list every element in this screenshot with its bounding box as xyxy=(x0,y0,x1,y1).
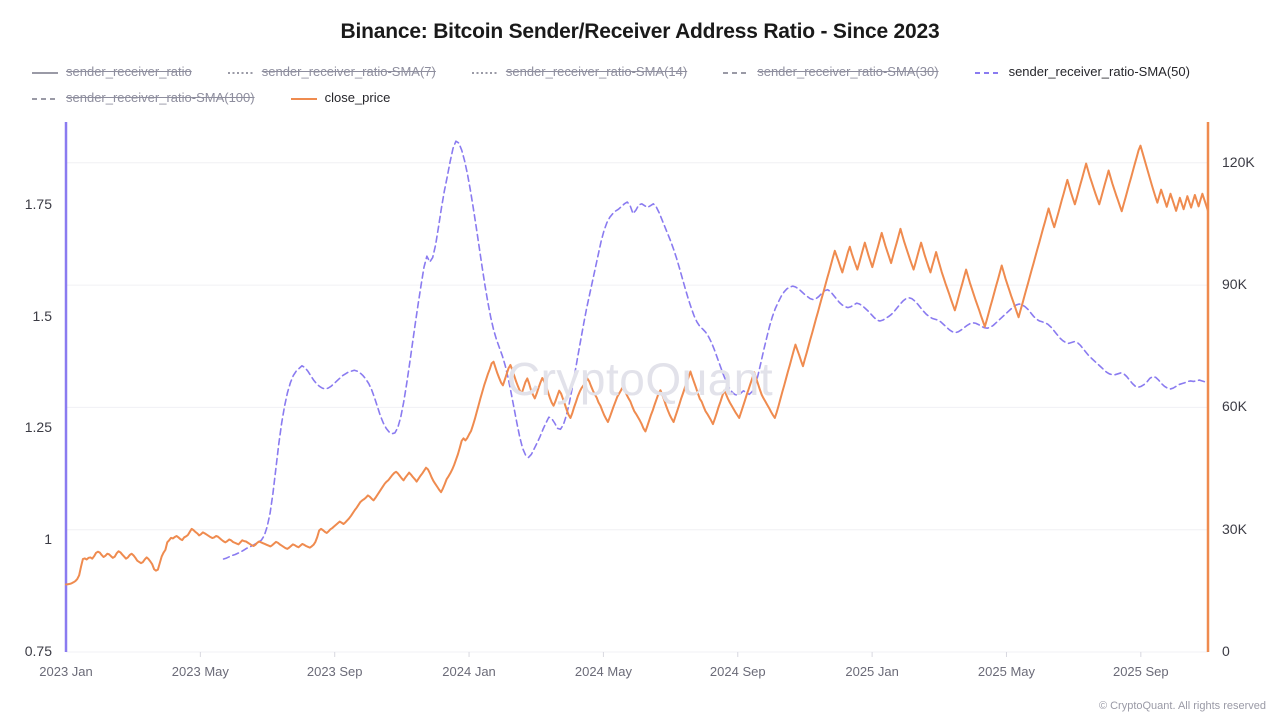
legend-item-3[interactable]: sender_receiver_ratio-SMA(30) xyxy=(723,60,939,82)
legend-line-swatch xyxy=(974,70,1001,74)
x-axis-tick-6: 2025 Jan xyxy=(845,664,899,679)
legend-item-label: sender_receiver_ratio xyxy=(66,63,192,79)
left-axis-tick-3: 1.5 xyxy=(32,307,52,324)
left-axis-tick-4: 1.75 xyxy=(24,195,52,212)
series-line-6 xyxy=(65,144,1209,586)
x-axis-tick-8: 2025 Sep xyxy=(1112,664,1169,679)
right-axis-tick-3: 90K xyxy=(1222,276,1247,293)
left-axis-tick-1: 1 xyxy=(44,531,52,548)
chart-legend[interactable]: sender_receiver_ratio sender_receiver_rat… xyxy=(32,60,1264,108)
x-axis-tick-2: 2023 Sep xyxy=(306,664,363,679)
legend-line-swatch xyxy=(32,70,58,74)
legend-item-label: sender_receiver_ratio-SMA(7) xyxy=(261,63,436,79)
x-axis-tick-7: 2025 May xyxy=(977,664,1036,679)
legend-item-0[interactable]: sender_receiver_ratio xyxy=(32,60,192,82)
legend-item-label: sender_receiver_ratio-SMA(30) xyxy=(757,63,939,79)
right-axis-tick-0: 0 xyxy=(1222,643,1230,659)
x-axis-tick-1: 2023 May xyxy=(171,664,229,679)
right-axis-tick-2: 60K xyxy=(1222,398,1247,415)
x-axis-tick-5: 2024 Sep xyxy=(709,664,766,679)
x-axis-tick-3: 2024 Jan xyxy=(442,664,496,679)
legend-item-1[interactable]: sender_receiver_ratio-SMA(7) xyxy=(227,60,436,82)
x-axis-tick-4: 2024 May xyxy=(574,664,632,679)
left-axis-tick-2: 1.25 xyxy=(24,419,52,436)
chart-title: Binance: Bitcoin Sender/Receiver Address… xyxy=(340,20,940,43)
legend-item-2[interactable]: sender_receiver_ratio-SMA(14) xyxy=(471,60,688,82)
right-axis-tick-4: 120K xyxy=(1222,153,1255,170)
left-axis-tick-0: 0.75 xyxy=(24,643,52,659)
legend-item-label: sender_receiver_ratio-SMA(100) xyxy=(66,89,255,105)
legend-item-5[interactable]: sender_receiver_ratio-SMA(100) xyxy=(32,86,255,108)
legend-item-label: sender_receiver_ratio-SMA(50) xyxy=(1008,63,1190,79)
right-axis-tick-1: 30K xyxy=(1222,520,1247,537)
x-axis-tick-0: 2023 Jan xyxy=(39,664,93,679)
legend-line-swatch xyxy=(723,70,750,74)
legend-item-label: sender_receiver_ratio-SMA(14) xyxy=(505,63,688,79)
legend-line-swatch xyxy=(290,96,317,100)
legend-item-4[interactable]: sender_receiver_ratio-SMA(50) xyxy=(974,60,1190,82)
legend-line-swatch xyxy=(32,96,58,100)
legend-item-6[interactable]: close_price xyxy=(290,86,391,108)
legend-item-label: close_price xyxy=(324,89,391,105)
series-line-4 xyxy=(222,140,1209,560)
copyright-notice: © CryptoQuant. All rights reserved xyxy=(1098,700,1266,712)
